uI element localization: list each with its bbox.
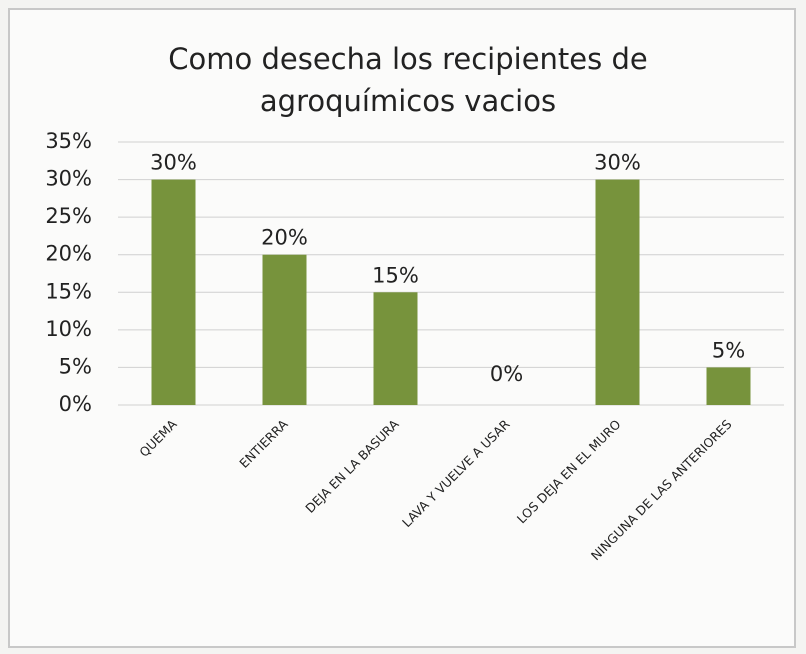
- data-label: 30%: [150, 151, 197, 175]
- data-label: 15%: [372, 263, 419, 287]
- bar: [595, 179, 640, 405]
- bar: [151, 179, 196, 405]
- x-tick-label: QUEMA: [136, 416, 180, 460]
- bar: [262, 254, 307, 405]
- y-tick-label: 5%: [59, 354, 92, 378]
- data-label: 20%: [261, 226, 308, 250]
- x-tick-label: LOS DEJA EN EL MURO: [514, 416, 624, 526]
- x-tick-label: DEJA EN LA BASURA: [302, 416, 402, 516]
- data-label: 30%: [594, 151, 641, 175]
- x-tick-label: ENTIERRA: [236, 416, 291, 471]
- chart-title: Como desecha los recipientes de agroquím…: [168, 42, 648, 118]
- data-label: 0%: [490, 362, 523, 386]
- data-label: 5%: [712, 338, 745, 362]
- bar: [373, 292, 418, 405]
- y-tick-label: 0%: [59, 392, 92, 416]
- x-tick-label: LAVA Y VUELVE A USAR: [399, 416, 513, 530]
- y-tick-label: 35%: [45, 129, 92, 153]
- y-tick-label: 25%: [45, 204, 92, 228]
- y-tick-label: 15%: [45, 279, 92, 303]
- y-tick-label: 20%: [45, 242, 92, 266]
- bar: [706, 367, 751, 405]
- y-tick-label: 10%: [45, 317, 92, 341]
- y-tick-label: 30%: [45, 167, 92, 191]
